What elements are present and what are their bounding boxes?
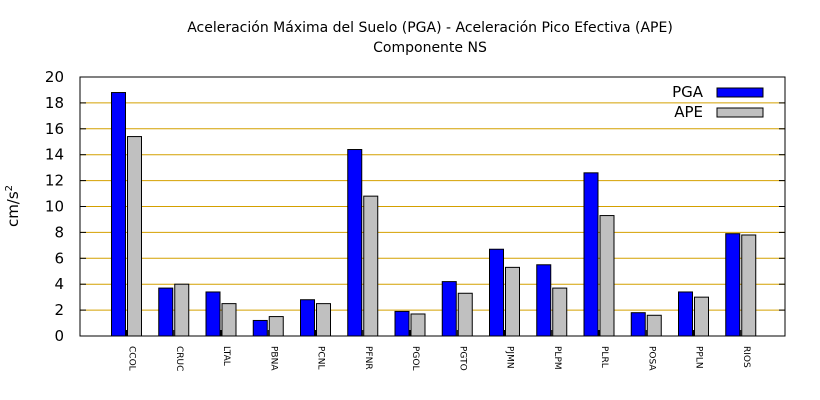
legend-label-ape: APE	[674, 103, 703, 121]
x-tick-label: PGOL	[410, 346, 420, 371]
x-tick-label: RIOS	[741, 346, 751, 368]
bar-pga-pgol	[394, 310, 410, 337]
y-tick-label: 16	[45, 120, 64, 138]
bar-ape-pcnl	[316, 303, 331, 337]
legend-label-pga: PGA	[672, 83, 704, 101]
bar-ape-plpm	[552, 287, 568, 337]
y-axis-label-exponent: 2	[4, 185, 15, 191]
legend-swatch-pga	[716, 87, 764, 98]
y-axis-label-base: cm/s	[4, 191, 22, 227]
bar-ape-ppln	[694, 296, 709, 337]
y-tick-label: 8	[54, 223, 64, 241]
bar-ape-pbna	[268, 316, 284, 337]
bars	[111, 92, 757, 337]
x-tick-label: POSA	[646, 346, 656, 371]
x-tick-label: PBNA	[268, 346, 278, 371]
bar-ape-plrl	[599, 215, 615, 337]
bar-ape-rios	[741, 234, 757, 337]
bar-ape-posa	[646, 314, 662, 337]
x-tick-label: PCNL	[316, 346, 326, 369]
legend: PGA APE	[672, 83, 764, 121]
x-tick-label: CCOL	[127, 346, 137, 371]
bar-ape-pfnr	[363, 195, 379, 337]
bar-pga-pcnl	[300, 299, 315, 337]
bar-ape-ltal	[221, 303, 237, 337]
y-tick-label: 4	[54, 275, 64, 293]
bar-pga-ppln	[678, 291, 693, 337]
x-tick-label: LTAL	[221, 346, 231, 366]
x-tick-label: CRUC	[174, 346, 184, 371]
y-axis-ticks: 0 2 4 6 8 10 12 14 16 18 20	[45, 68, 785, 345]
x-tick-label: PJMN	[505, 346, 515, 369]
legend-swatch-ape	[716, 107, 764, 118]
y-tick-label: 6	[54, 249, 64, 267]
x-tick-label: PLPM	[552, 346, 562, 370]
bar-ape-ccol	[127, 136, 142, 337]
y-tick-label: 12	[45, 172, 64, 190]
y-tick-label: 10	[45, 198, 64, 216]
bar-pga-plrl	[583, 172, 599, 337]
bar-ape-cruc	[174, 283, 190, 337]
y-tick-label: 18	[45, 94, 64, 112]
chart-title: Aceleración Máxima del Suelo (PGA) - Ace…	[187, 20, 673, 36]
x-axis-ticks: CCOL CRUC LTAL PBNA PCNL PFNR PGOL PGTO PJMN PLPM…	[126, 330, 751, 371]
bar-pga-ltal	[205, 291, 221, 337]
bar-ape-pgto	[457, 292, 473, 337]
bar-pga-pgto	[441, 281, 457, 337]
bar-pga-posa	[630, 312, 646, 337]
y-tick-label: 0	[54, 327, 64, 345]
bar-pga-plpm	[536, 264, 552, 337]
x-tick-label: PLRL	[599, 346, 609, 368]
y-tick-label: 2	[54, 301, 64, 319]
bar-pga-pbna	[252, 319, 268, 337]
bar-pga-ccol	[111, 92, 126, 337]
x-tick-label: PPLN	[694, 346, 704, 369]
bar-ape-pgol	[410, 313, 426, 337]
bar-pga-pjmn	[489, 248, 504, 337]
bar-pga-cruc	[158, 287, 174, 337]
grid	[80, 102, 785, 311]
y-tick-label: 14	[45, 146, 64, 164]
bar-pga-rios	[725, 233, 741, 337]
bar-ape-pjmn	[505, 266, 520, 337]
chart-subtitle: Componente NS	[373, 40, 487, 56]
x-tick-label: PFNR	[363, 346, 373, 370]
bar-pga-pfnr	[347, 149, 363, 337]
x-tick-label: PGTO	[457, 346, 467, 371]
y-tick-label: 20	[45, 68, 64, 86]
y-axis-label: cm/s2	[4, 185, 22, 227]
